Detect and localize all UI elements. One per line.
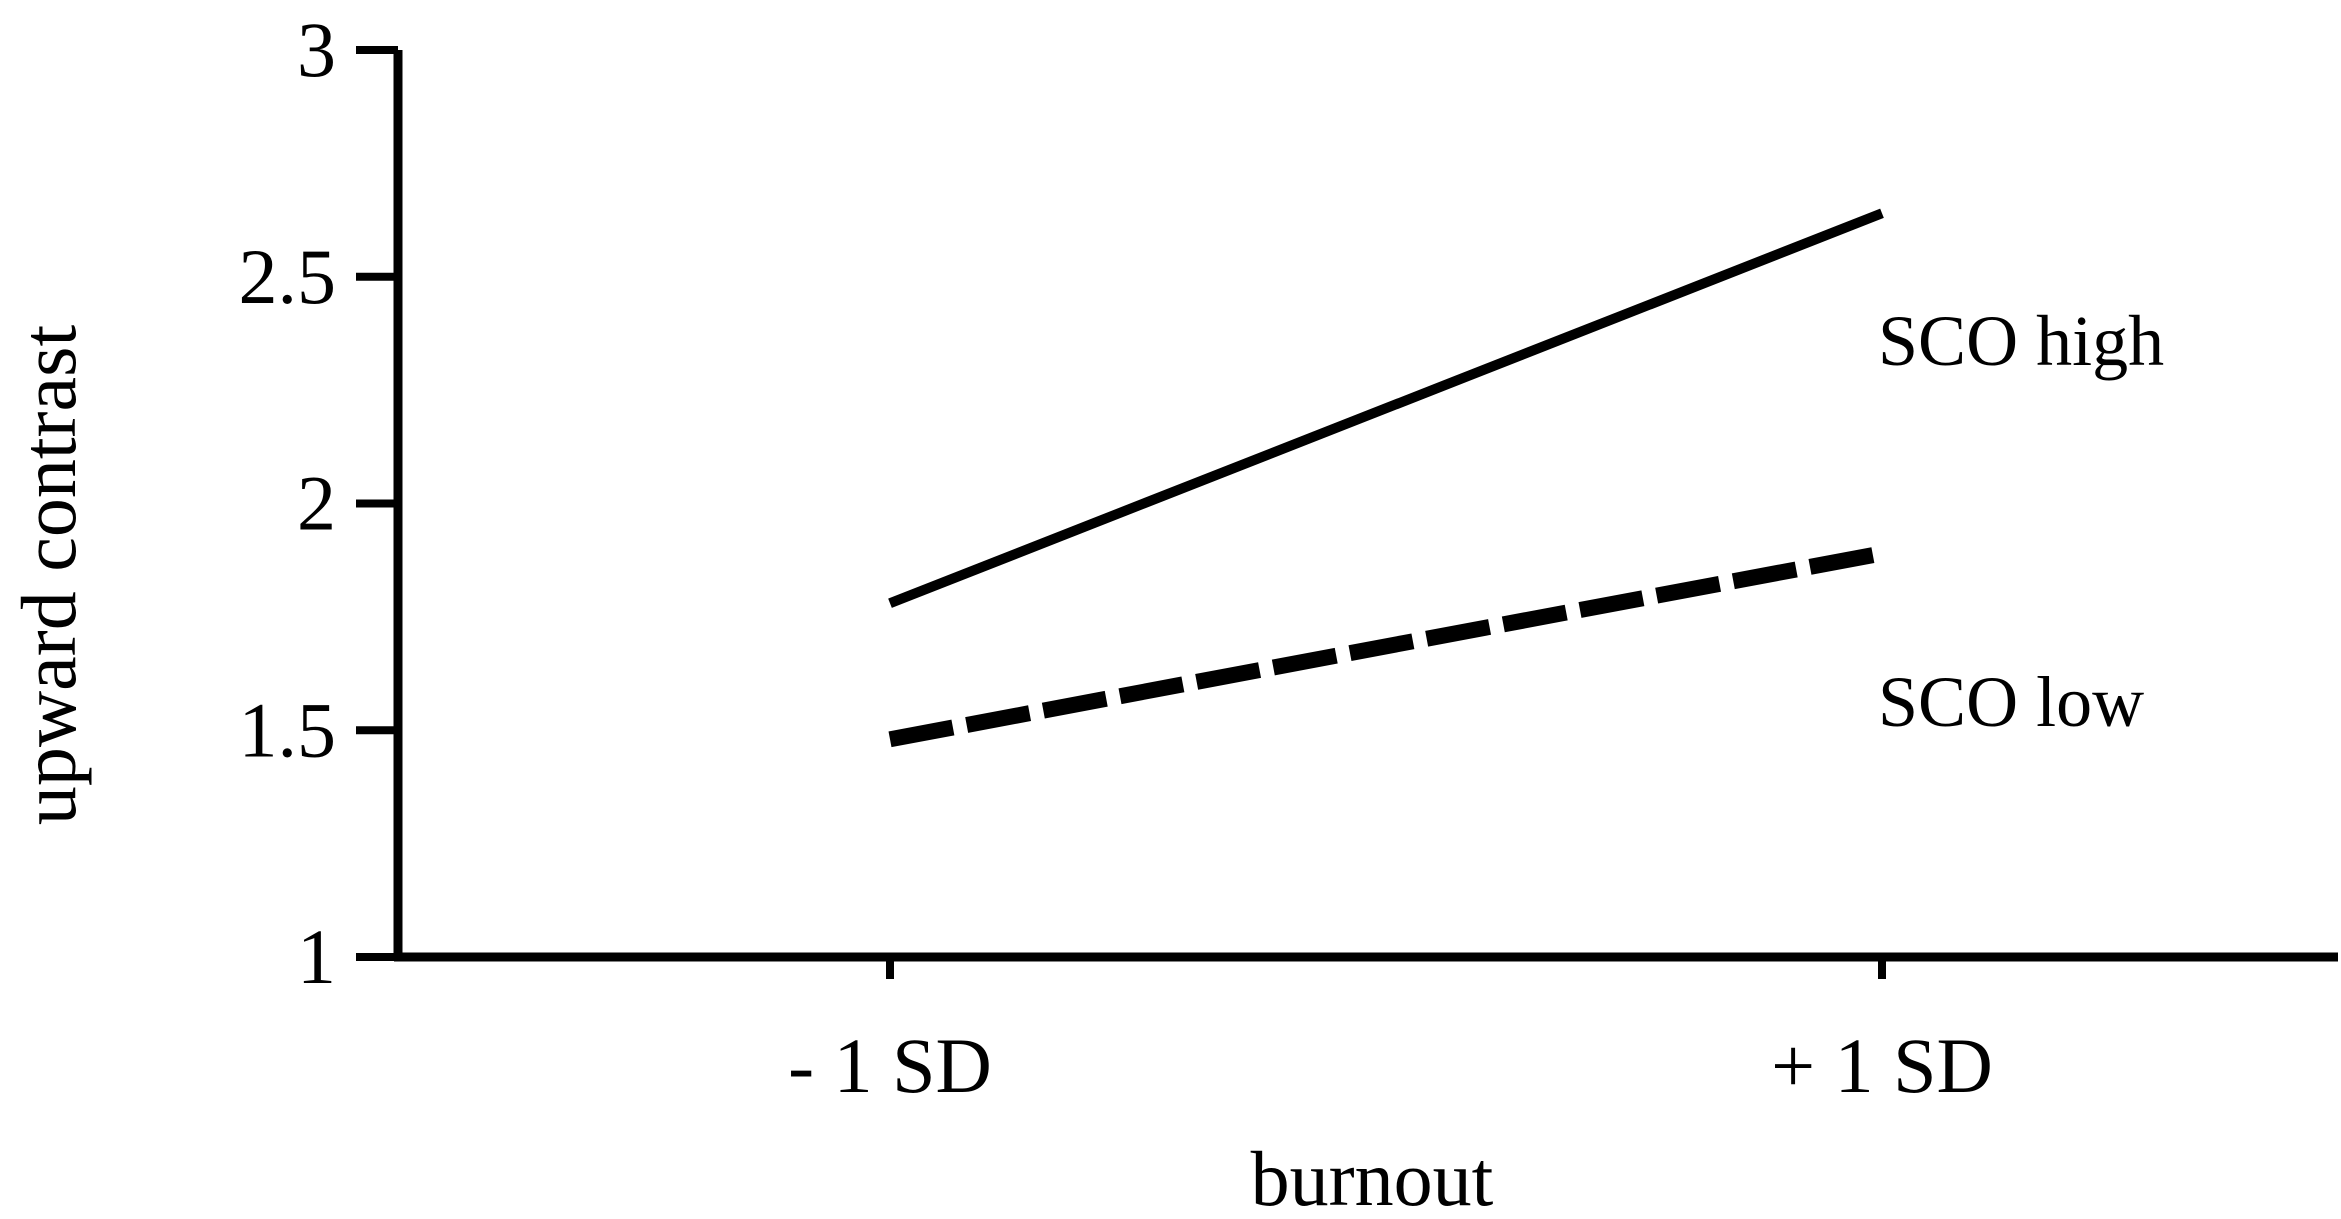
x-axis-ticks: - 1 SD + 1 SD — [788, 957, 1993, 1109]
y-tick-label: 1.5 — [239, 686, 337, 773]
y-tick-label: 1 — [297, 913, 336, 1000]
x-tick-label: + 1 SD — [1771, 1022, 1993, 1109]
x-axis-title: burnout — [1251, 1135, 1494, 1219]
y-tick-label: 2.5 — [239, 233, 337, 320]
series-line-sco-low — [888, 545, 1884, 748]
x-tick-label: - 1 SD — [788, 1022, 992, 1109]
y-tick-label: 3 — [297, 6, 336, 93]
series-label-sco-high: SCO high — [1878, 301, 2164, 381]
axes — [393, 50, 2338, 962]
series-label-sco-low: SCO low — [1878, 662, 2144, 742]
series-lines — [888, 208, 1884, 748]
y-axis-ticks: 1 1.5 2 2.5 3 — [239, 6, 398, 1000]
series-line-sco-high — [888, 208, 1884, 608]
y-tick-label: 2 — [297, 460, 336, 547]
y-axis-title: upward contrast — [5, 325, 92, 826]
